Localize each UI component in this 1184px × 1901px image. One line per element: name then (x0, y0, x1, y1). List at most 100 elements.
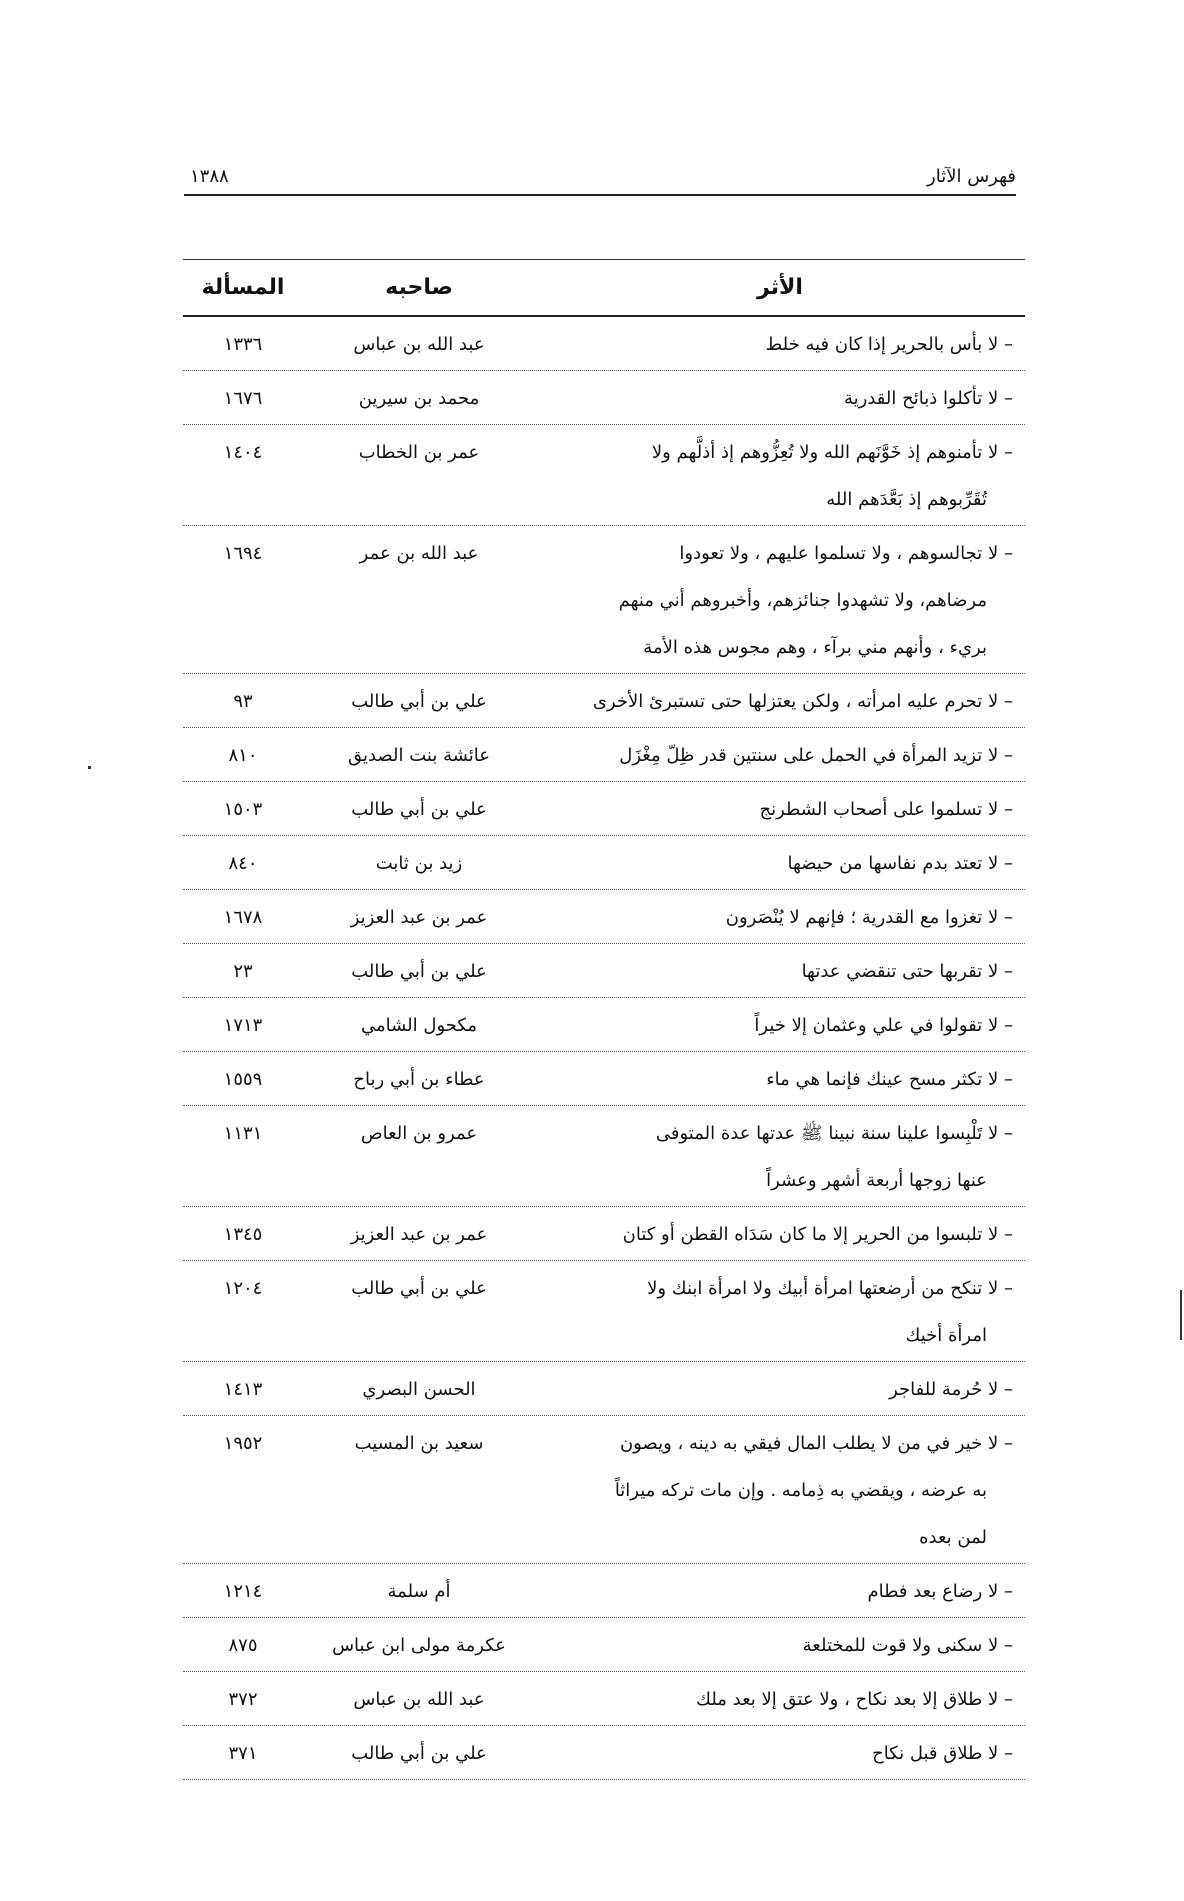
athar-line: لا حُرمة للفاجر (535, 1366, 1013, 1413)
running-header: فهرس الآثار ١٣٨٨ (184, 166, 1016, 194)
athar-text: لا تجالسوهم ، ولا تسلموا عليهم ، ولا تعو… (535, 530, 1025, 671)
athar-line: لا طلاق قبل نكاح (535, 1730, 1013, 1777)
companion-name: عبد الله بن عباس (353, 334, 485, 355)
table-row: لا تقربها حتى تنقضي عدتها علي بن أبي طالب… (183, 944, 1025, 998)
athar-text: لا تقربها حتى تنقضي عدتها (535, 948, 1025, 995)
athar-text: لا تغزوا مع القدرية ؛ فإنهم لا يُنْصَرون (535, 894, 1025, 941)
companion-name: عمرو بن العاص (360, 1123, 478, 1144)
athar-line: لا تزيد المرأة في الحمل على سنتين قدر ظِ… (535, 732, 1013, 779)
companion-name: الحسن البصري (362, 1379, 476, 1400)
issue-number: ١٤٠٤ (223, 442, 263, 463)
header-rule (184, 194, 1016, 196)
scan-speck (88, 766, 91, 769)
athar-text: لا طلاق قبل نكاح (535, 1730, 1025, 1777)
issue-number: ٨٧٥ (228, 1635, 258, 1656)
athar-line: لا تنكح من أرضعتها امرأة أبيك ولا امرأة … (535, 1265, 1013, 1312)
issue-number: ١٦٩٤ (223, 543, 263, 564)
table-row: لا تأمنوهم إذ خَوَّنَهم الله ولا تُعِزُّ… (183, 425, 1025, 526)
athar-text: لا تأكلوا ذبائح القدرية (535, 375, 1025, 422)
athar-text: لا تنكح من أرضعتها امرأة أبيك ولا امرأة … (535, 1265, 1025, 1359)
athar-line: لا تجالسوهم ، ولا تسلموا عليهم ، ولا تعو… (535, 530, 1013, 577)
table-row: لا تلبسوا من الحرير إلا ما كان سَدَاه ال… (183, 1207, 1025, 1261)
athar-line: تُقَرِّبوهم إذ بَعَّدَهم الله (826, 489, 987, 510)
table-row: لا تجالسوهم ، ولا تسلموا عليهم ، ولا تعو… (183, 526, 1025, 674)
athar-line: لا تعتد بدم نفاسها من حيضها (535, 840, 1013, 887)
athar-line: لا تأكلوا ذبائح القدرية (535, 375, 1013, 422)
issue-number: ١٩٥٢ (223, 1433, 263, 1454)
companion-name: علي بن أبي طالب (351, 1743, 487, 1764)
companion-name: عائشة بنت الصديق (347, 745, 491, 766)
issue-number: ١٦٧٨ (223, 907, 263, 928)
companion-name: عمر بن الخطاب (358, 442, 480, 463)
athar-line: لا تقربها حتى تنقضي عدتها (535, 948, 1013, 995)
table-row: لا تَلْبِسوا علينا سنة نبينا ﷺ عدتها عدة… (183, 1106, 1025, 1207)
issue-number: ١٣٣٦ (223, 334, 263, 355)
athar-text: لا حُرمة للفاجر (535, 1366, 1025, 1413)
athar-line: لا تسلموا على أصحاب الشطرنج (535, 786, 1013, 833)
companion-name: علي بن أبي طالب (351, 1278, 487, 1299)
athar-line: عنها زوجها أربعة أشهر وعشراً (766, 1170, 987, 1191)
table-row: لا تأكلوا ذبائح القدرية محمد بن سيرين ١٦٧٦ (183, 371, 1025, 425)
companion-name: زيد بن ثابت (375, 853, 463, 874)
issue-number: ١٢١٤ (223, 1581, 263, 1602)
companion-name: محمد بن سيرين (358, 388, 480, 409)
table-row: لا بأس بالحرير إذا كان فيه خلط عبد الله ب… (183, 317, 1025, 371)
table-row: لا تنكح من أرضعتها امرأة أبيك ولا امرأة … (183, 1261, 1025, 1362)
issue-number: ١١٣١ (223, 1123, 263, 1144)
athar-line: لا تقولوا في علي وعثمان إلا خيراً (535, 1002, 1013, 1049)
athar-line: مرضاهم، ولا تشهدوا جنائزهم، وأخبروهم أني… (618, 590, 987, 611)
companion-name: سعيد بن المسيب (354, 1433, 484, 1454)
issue-number: ١٥٠٣ (223, 799, 263, 820)
companion-name: علي بن أبي طالب (351, 961, 487, 982)
companion-name: عكرمة مولى ابن عباس (332, 1635, 506, 1656)
athar-text: لا طلاق إلا بعد نكاح ، ولا عتق إلا بعد م… (535, 1676, 1025, 1723)
table-row: لا تقولوا في علي وعثمان إلا خيراً مكحول ا… (183, 998, 1025, 1052)
athar-line: لا تَلْبِسوا علينا سنة نبينا ﷺ عدتها عدة… (535, 1110, 1013, 1157)
athar-text: لا تعتد بدم نفاسها من حيضها (535, 840, 1025, 887)
athar-text: لا رضاع بعد فطام (535, 1568, 1025, 1615)
athar-text: لا سكنى ولا قوت للمختلعة (535, 1622, 1025, 1669)
athar-text: لا تَلْبِسوا علينا سنة نبينا ﷺ عدتها عدة… (535, 1110, 1025, 1204)
athar-line: لا طلاق إلا بعد نكاح ، ولا عتق إلا بعد م… (535, 1676, 1013, 1723)
table-header: الأثر صاحبه المسألة (183, 260, 1025, 317)
column-header-athar: الأثر (757, 275, 803, 300)
athar-line: لا تكثر مسح عينك فإنما هي ماء (535, 1056, 1013, 1103)
issue-number: ١٥٥٩ (223, 1069, 263, 1090)
athar-line: لمن بعده (919, 1527, 987, 1548)
athar-text: لا تلبسوا من الحرير إلا ما كان سَدَاه ال… (535, 1211, 1025, 1258)
athar-line: لا تحرم عليه امرأته ، ولكن يعتزلها حتى ت… (535, 678, 1013, 725)
issue-number: ٣٧١ (228, 1743, 258, 1764)
athar-line: لا تغزوا مع القدرية ؛ فإنهم لا يُنْصَرون (535, 894, 1013, 941)
athar-line: لا خير في من لا يطلب المال فيقي به دينه … (535, 1420, 1013, 1467)
companion-name: عبد الله بن عمر (359, 543, 479, 564)
column-header-issue: المسألة (201, 275, 285, 300)
table-row: لا رضاع بعد فطام أم سلمة ١٢١٤ (183, 1564, 1025, 1618)
athar-line: امرأة أخيك (905, 1325, 987, 1346)
issue-number: ٩٣ (233, 691, 253, 712)
issue-number: ١٣٤٥ (223, 1224, 263, 1245)
table-row: لا تسلموا على أصحاب الشطرنج علي بن أبي طا… (183, 782, 1025, 836)
athar-index-table: الأثر صاحبه المسألة لا بأس بالحرير إذا ك… (183, 259, 1025, 1780)
companion-name: عمر بن عبد العزيز (350, 907, 488, 928)
issue-number: ١٧١٣ (223, 1015, 263, 1036)
table-row: لا سكنى ولا قوت للمختلعة عكرمة مولى ابن ع… (183, 1618, 1025, 1672)
athar-text: لا تحرم عليه امرأته ، ولكن يعتزلها حتى ت… (535, 678, 1025, 725)
issue-number: ١٦٧٦ (223, 388, 263, 409)
page-number: ١٣٨٨ (190, 166, 229, 187)
running-title: فهرس الآثار (927, 166, 1016, 187)
companion-name: مكحول الشامي (361, 1015, 477, 1036)
athar-text: لا تكثر مسح عينك فإنما هي ماء (535, 1056, 1025, 1103)
companion-name: علي بن أبي طالب (351, 799, 487, 820)
issue-number: ٨١٠ (228, 745, 258, 766)
table-body: لا بأس بالحرير إذا كان فيه خلط عبد الله ب… (183, 317, 1025, 1780)
table-row: لا خير في من لا يطلب المال فيقي به دينه … (183, 1416, 1025, 1564)
companion-name: أم سلمة (387, 1581, 451, 1602)
companion-name: عطاء بن أبي رباح (353, 1069, 485, 1090)
athar-text: لا خير في من لا يطلب المال فيقي به دينه … (535, 1420, 1025, 1561)
athar-line: لا بأس بالحرير إذا كان فيه خلط (535, 321, 1013, 368)
column-header-companion: صاحبه (385, 275, 453, 300)
table-row: لا تغزوا مع القدرية ؛ فإنهم لا يُنْصَرون… (183, 890, 1025, 944)
issue-number: ٣٧٢ (228, 1689, 258, 1710)
issue-number: ٨٤٠ (228, 853, 258, 874)
companion-name: عمر بن عبد العزيز (350, 1224, 488, 1245)
